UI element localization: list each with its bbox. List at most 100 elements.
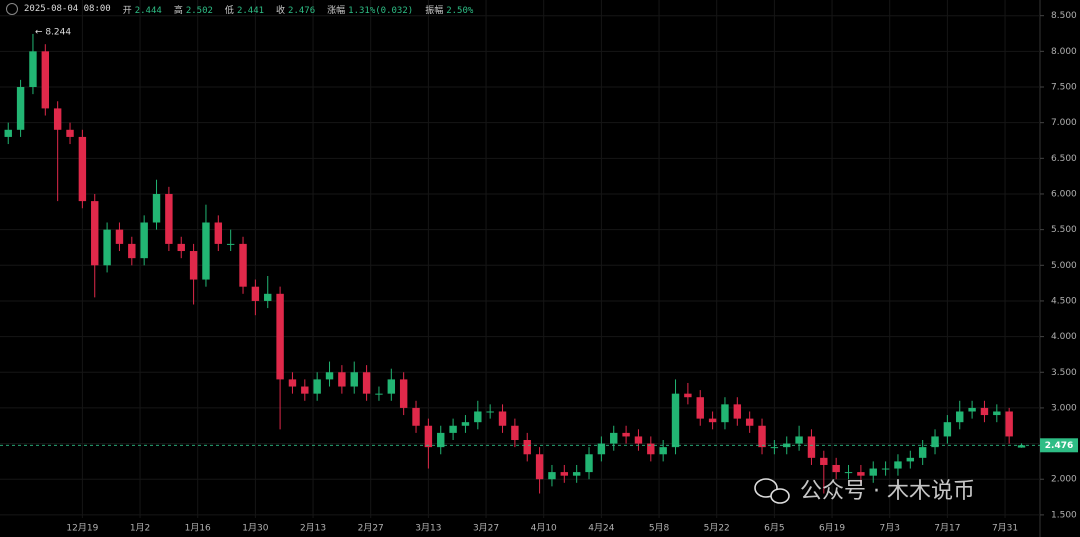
candle-body [993,411,1001,416]
candle-body [140,222,148,259]
candle-body [78,136,87,202]
x-tick-label: 7月31 [992,523,1018,534]
x-tick-label: 5月22 [704,523,730,534]
candle-body [264,293,272,301]
candle-body [202,222,210,280]
y-tick-label: 8.500 [1051,11,1077,21]
x-tick-label: 1月30 [242,523,268,534]
candle-body [535,454,544,480]
candle-body [733,404,742,419]
candle-body [931,436,939,448]
y-tick-label: 1.500 [1051,510,1077,520]
x-tick-label: 7月17 [934,523,960,534]
header-label: 高 [173,5,183,16]
candle-body [696,397,704,419]
candle-body [881,468,890,470]
candle-body [622,432,630,437]
candle-body [128,243,136,259]
y-tick-label: 4.000 [1051,332,1077,342]
header-label: 低 [224,5,234,16]
x-tick-label: 2月13 [300,523,326,534]
y-tick-label: 8.000 [1051,47,1077,57]
candle-body [523,440,531,455]
y-tick-label: 6.000 [1051,189,1077,199]
header-item: 涨幅 1.31%(0.032) [321,3,413,16]
candle-body [4,129,12,137]
candle-body [214,222,223,244]
candle-body [16,87,25,130]
last-price-label: 2.476 [1045,441,1073,451]
candle-body [412,407,420,426]
candle-body [313,379,321,394]
max-annotation: ← 8.244 [35,27,71,37]
candle-body [1017,445,1026,448]
candle-body [288,379,297,387]
candle-body [325,372,334,380]
candle-body [758,425,766,448]
header-value: 2.502 [185,5,213,16]
x-tick-label: 4月10 [531,523,557,534]
watermark: 公众号 · 木木说币 [800,479,975,504]
candle-body [239,243,247,287]
candle-body [362,372,371,394]
candle-body [1005,411,1013,437]
candle-body [795,436,803,444]
candle-body [387,379,396,394]
candle-body [301,386,309,394]
candle-body [41,51,50,109]
collapse-icon[interactable] [6,3,18,15]
header-item: 开 2.444 [117,3,162,16]
candle-body [226,243,235,245]
candle-body [610,432,618,444]
candle-body [350,372,358,387]
header-label: 开 [122,5,132,16]
candle-body [869,468,877,476]
candle-body [585,454,593,473]
x-tick-label: 6月5 [764,523,784,534]
header-item: 低 2.441 [219,3,264,16]
x-tick-label: 2月27 [358,523,384,534]
y-tick-label: 6.500 [1051,154,1077,164]
x-tick-label: 1月16 [185,523,211,534]
header-value: 2.476 [288,5,316,16]
candle-body [857,472,865,476]
x-tick-label: 4月24 [588,523,614,534]
y-tick-label: 2.000 [1051,475,1077,485]
candle-body [647,443,655,455]
last-price-box [1040,438,1078,453]
candle-body [276,293,284,380]
candle-body [634,436,643,444]
header-value: 2.441 [236,5,265,16]
candle-body [572,472,581,476]
x-tick-label: 3月13 [415,523,441,534]
y-tick-label: 5.500 [1051,225,1077,235]
candle-body [498,411,507,426]
candle-body [597,443,606,455]
header-item: 高 2.502 [168,3,213,16]
header-time: 2025-08-04 08:00 [24,4,111,14]
candle-body [103,229,111,266]
candle-body [770,447,779,449]
header-label: 涨幅 [327,5,346,16]
candle-body [684,393,692,398]
candle-body [165,193,173,244]
x-tick-label: 5月8 [649,523,670,534]
candle-body [399,379,408,408]
wechat-icon [754,478,790,504]
x-tick-label: 3月27 [473,523,499,534]
candle-body [251,286,260,301]
candle-body [449,425,457,433]
header-label: 振幅 [425,5,444,16]
candle-body [461,422,470,426]
candle-body [511,425,519,441]
candle-body [115,229,124,244]
candle-body [474,411,482,423]
candle-body [820,457,828,465]
candle-body [338,372,346,387]
header-value: 2.444 [134,5,162,16]
y-tick-label: 3.000 [1051,403,1077,413]
candle-body [66,129,74,137]
candle-body [918,447,927,458]
